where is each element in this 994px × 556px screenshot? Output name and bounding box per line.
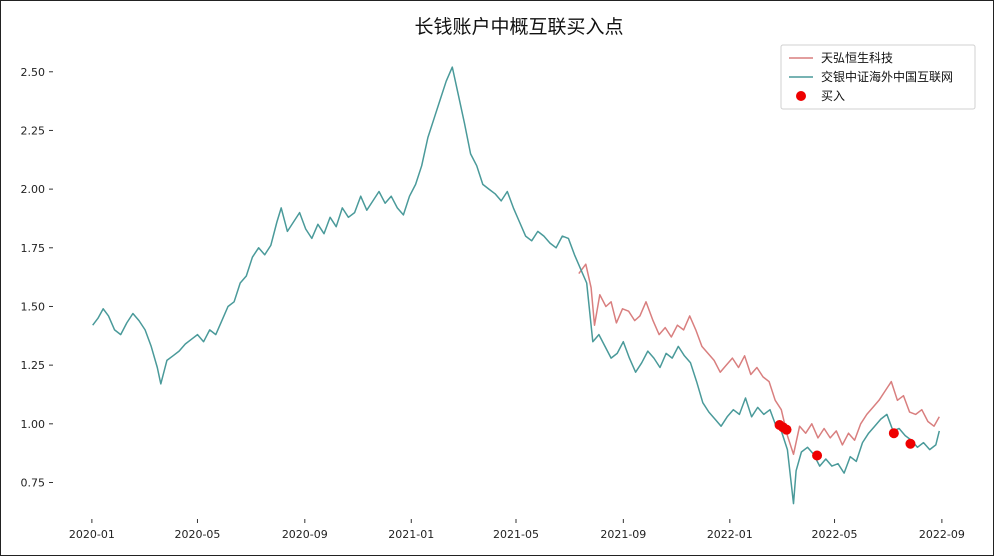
x-tick-label: 2022-05: [812, 528, 858, 541]
x-tick-label: 2020-01: [69, 528, 115, 541]
series-layer: [92, 66, 941, 505]
y-tick-label: 2.25: [21, 124, 46, 137]
buy-points-layer: [774, 419, 916, 461]
x-tick-label: 2022-01: [707, 528, 753, 541]
x-tick-label: 2021-01: [388, 528, 434, 541]
y-tick-label: 0.75: [21, 476, 46, 489]
buy-point: [812, 450, 823, 461]
legend: 天弘恒生科技 交银中证海外中国互联网 买入: [780, 44, 976, 110]
y-tick-label: 2.50: [21, 66, 46, 79]
y-tick-label: 1.00: [21, 418, 46, 431]
y-tick-label: 1.25: [21, 359, 46, 372]
legend-box: [780, 44, 976, 110]
y-tick-label: 1.75: [21, 242, 46, 255]
x-tick-label: 2020-05: [174, 528, 220, 541]
series-line-1: [92, 66, 941, 505]
x-tick-label: 2021-09: [600, 528, 646, 541]
chart-title: 长钱账户中概互联买入点: [414, 16, 623, 38]
x-axis: 2020-01 2020-05 2020-09 2021-01 2021-05 2021-…: [69, 519, 965, 541]
buy-point: [888, 428, 899, 439]
x-tick-label: 2021-05: [493, 528, 539, 541]
legend-label-buy: 买入: [821, 89, 845, 103]
legend-label-series-0: 天弘恒生科技: [821, 51, 893, 65]
buy-point: [781, 424, 792, 435]
y-tick-label: 1.50: [21, 300, 46, 313]
buy-point: [905, 438, 916, 449]
x-tick-label: 2022-09: [919, 528, 965, 541]
series-line-0: [578, 263, 940, 456]
legend-label-series-1: 交银中证海外中国互联网: [821, 69, 953, 84]
legend-swatch-buy: [796, 91, 806, 101]
y-tick-label: 2.00: [21, 183, 46, 196]
y-axis: 0.75 1.00 1.25 1.50 1.75 2.00 2.25 2.50: [21, 66, 53, 489]
x-tick-label: 2020-09: [282, 528, 328, 541]
